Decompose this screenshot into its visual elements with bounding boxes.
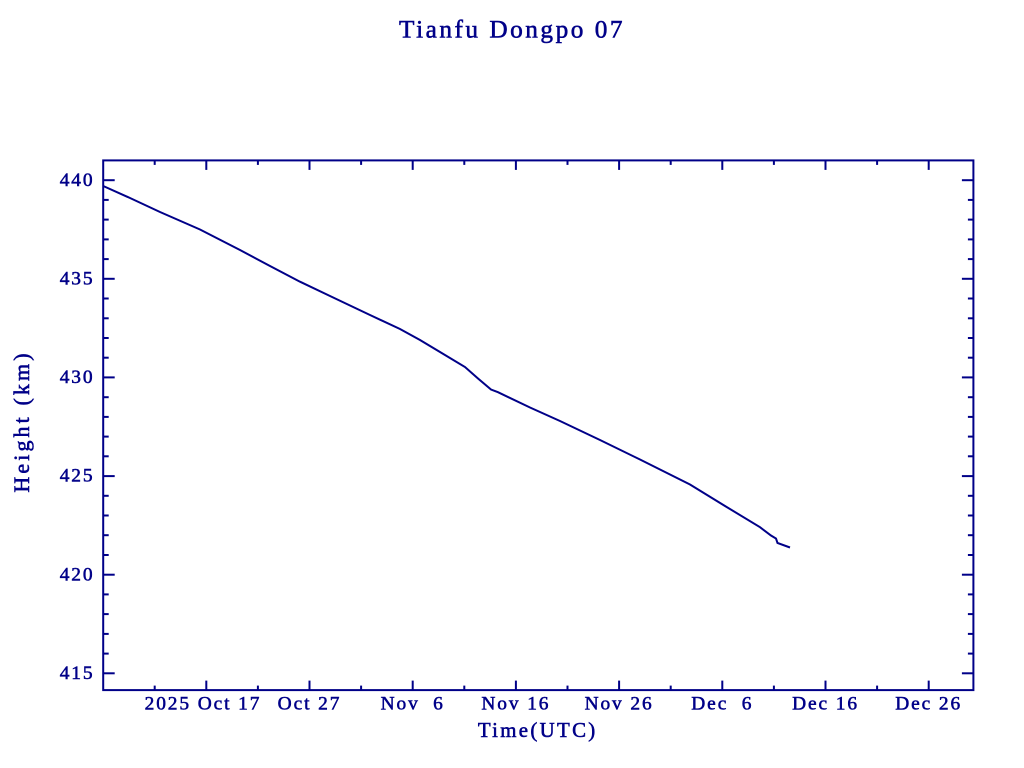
svg-text:430: 430 (60, 367, 95, 388)
svg-text:Oct 27: Oct 27 (278, 694, 342, 715)
svg-text:435: 435 (60, 268, 95, 289)
svg-text:Nov 16: Nov 16 (481, 694, 550, 715)
svg-text:420: 420 (60, 564, 95, 585)
svg-text:440: 440 (60, 170, 95, 191)
svg-text:Dec 26: Dec 26 (895, 694, 962, 715)
svg-text:Dec 16: Dec 16 (792, 694, 859, 715)
svg-text:425: 425 (60, 466, 95, 487)
svg-text:Dec 6: Dec 6 (691, 694, 753, 715)
svg-text:Tianfu Dongpo 07: Tianfu Dongpo 07 (399, 16, 625, 44)
svg-text:Height (km): Height (km) (9, 350, 34, 492)
svg-text:415: 415 (60, 663, 95, 684)
svg-text:Nov 26: Nov 26 (585, 694, 654, 715)
svg-text:2025 Oct 17: 2025 Oct 17 (145, 694, 262, 715)
svg-text:Nov 6: Nov 6 (381, 694, 445, 715)
svg-text:Time(UTC): Time(UTC) (478, 718, 598, 742)
